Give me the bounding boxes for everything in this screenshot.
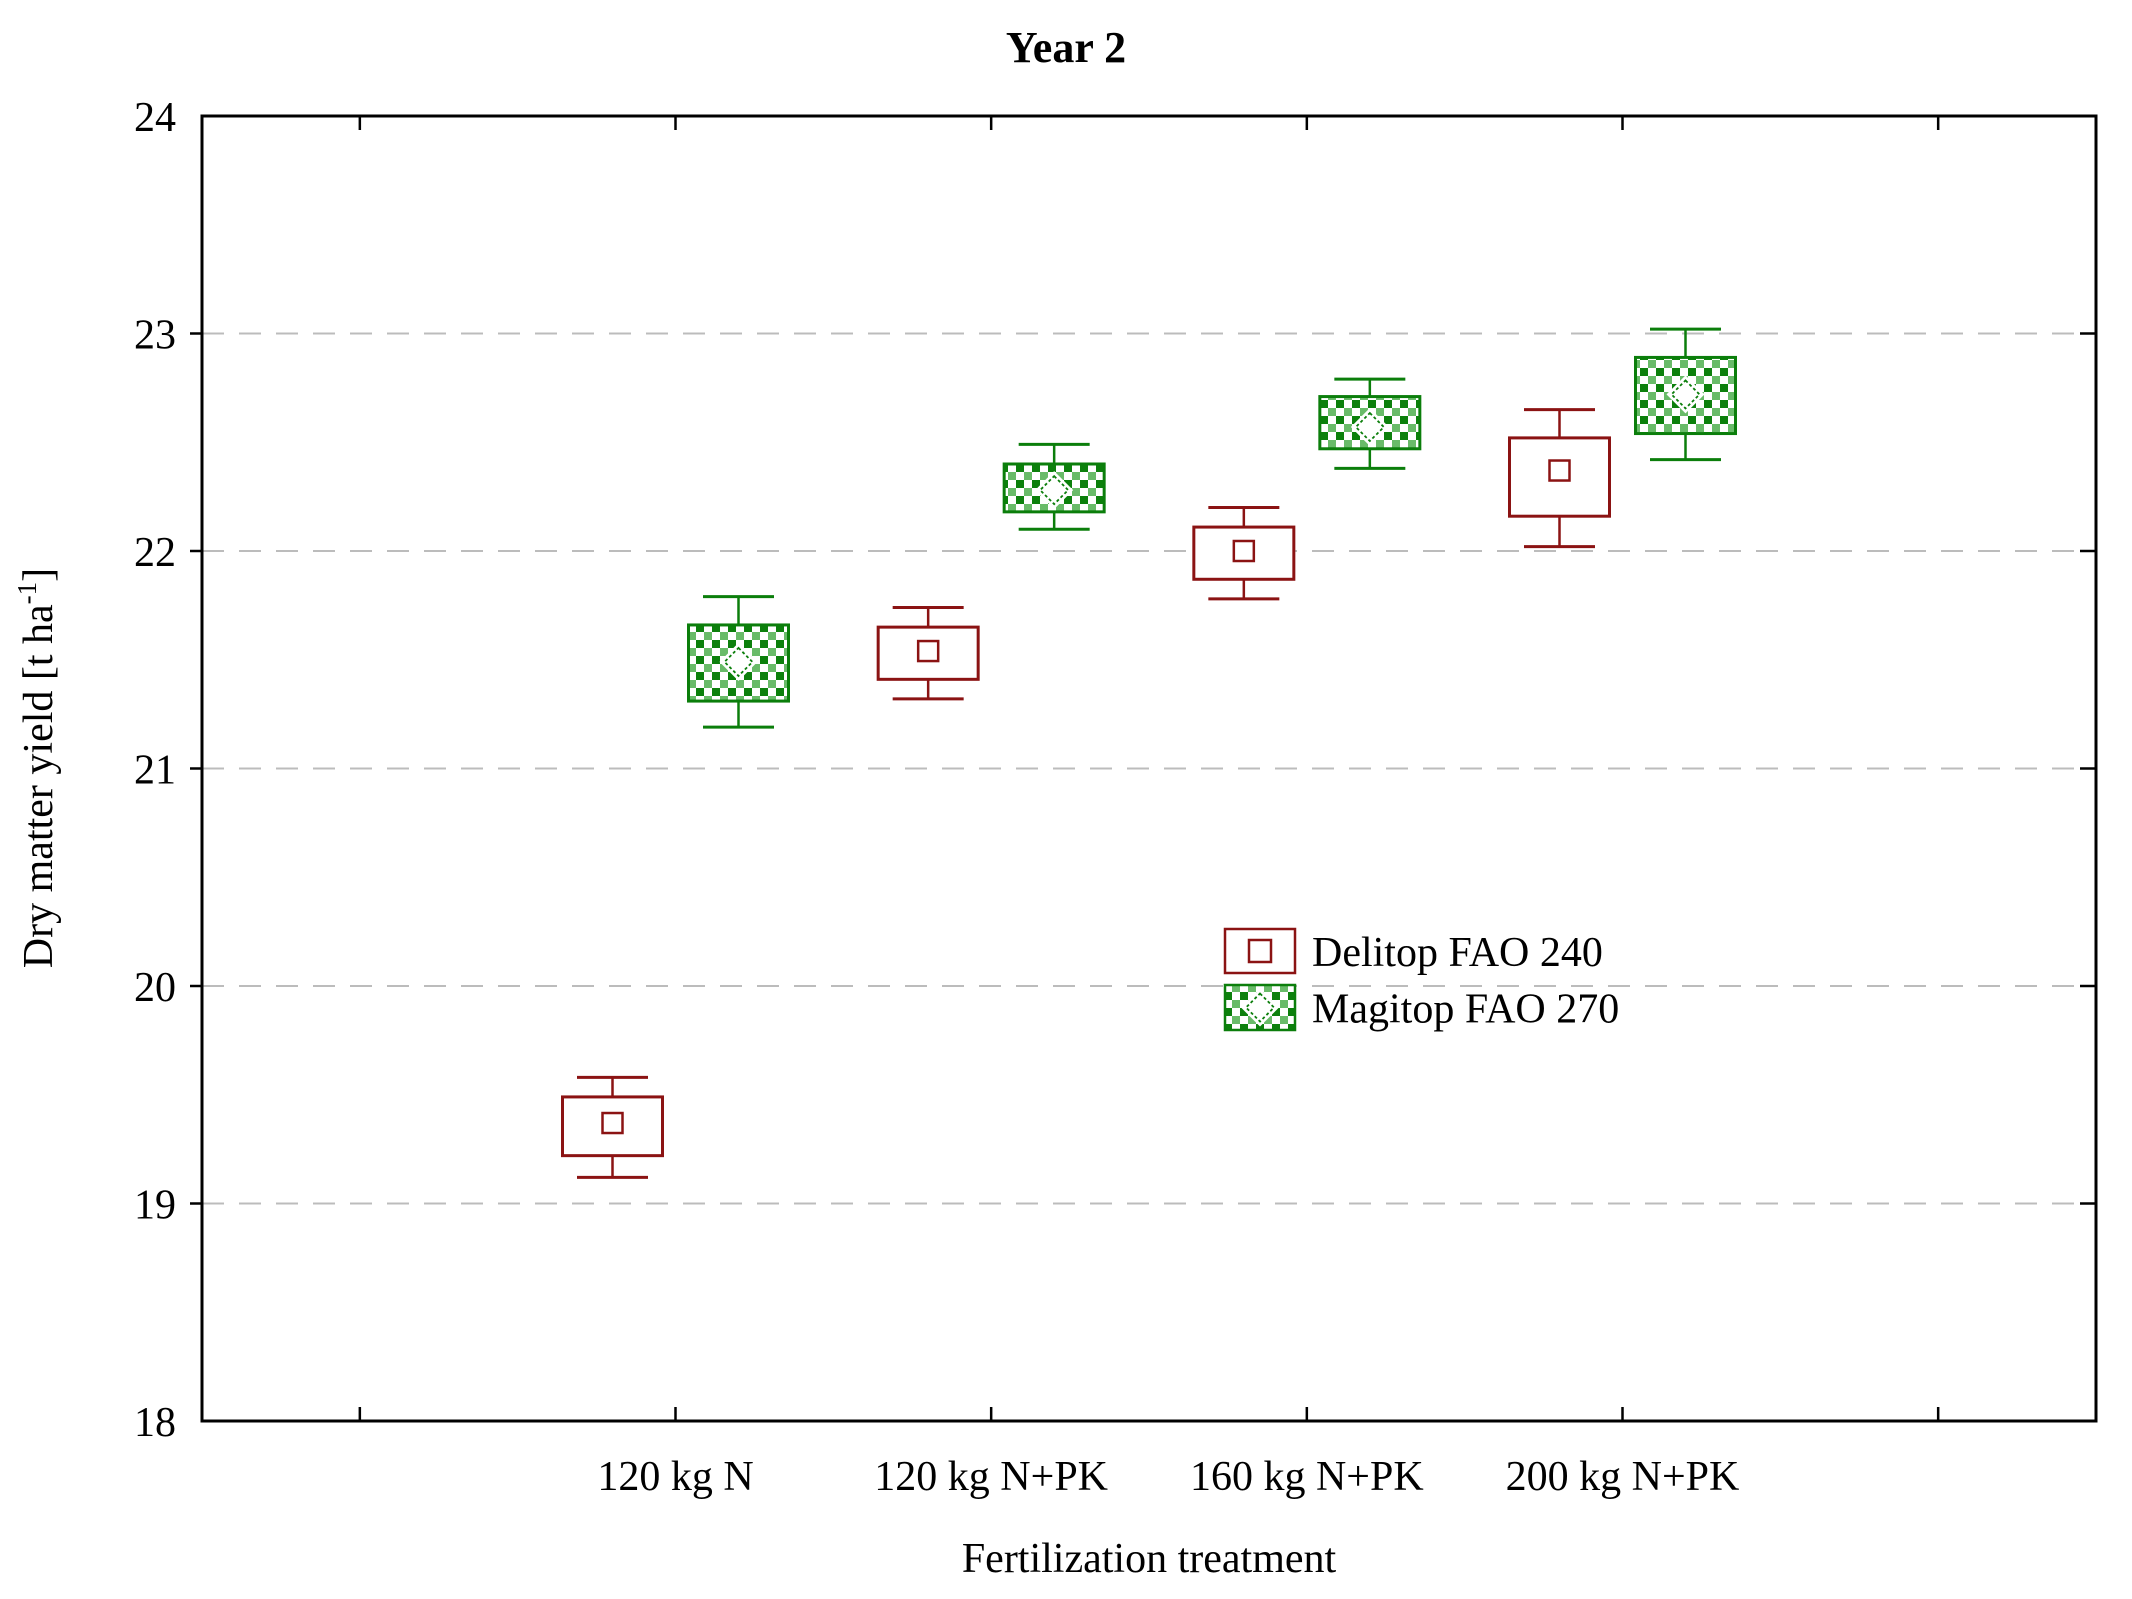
y-tick-label-20: 20 [134,965,176,1011]
box-magitop-3 [1318,377,1422,470]
x-tick-label-1: 120 kg N [597,1454,753,1500]
box-rect [1192,525,1296,581]
box-magitop-2 [1002,442,1106,531]
x-axis-title: Fertilization treatment [962,1536,1337,1582]
boxes-layer [561,327,1737,1179]
box-delitop-2 [876,606,980,701]
legend-item-2: Magitop FAO 270 [1223,983,1619,1033]
mean-marker-square [1232,539,1256,563]
y-tick-label-21: 21 [134,748,176,794]
mean-marker-diamond [1038,474,1070,506]
chart-title: Year 2 [1006,23,1126,72]
mean-marker-diamond [1670,379,1701,410]
mean-marker-diamond [723,646,754,678]
y-tick-label-18: 18 [134,1400,176,1446]
legend: Delitop FAO 240 Magitop FAO 270 [1223,927,1619,1033]
y-tick-label-24: 24 [134,95,176,141]
mean-marker-square [1548,459,1571,482]
mean-marker-diamond [1354,411,1386,443]
y-tick-label-23: 23 [134,313,176,359]
box-delitop-3 [1192,506,1296,601]
box-delitop-4 [1508,408,1611,549]
tick-labels-layer: 18 19 20 21 22 23 24 120 kg N 120 kg N+PK 160 kg … [134,95,1739,1500]
box-magitop-4 [1634,327,1737,462]
mean-marker-square [1247,938,1273,964]
gridlines-layer [202,332,2096,1205]
mean-marker-diamond [1244,992,1276,1023]
legend-label: Magitop FAO 270 [1312,987,1619,1033]
x-tick-label-4: 200 kg N+PK [1506,1454,1740,1500]
y-axis-title: Dry matter yield [t ha-1] [12,568,62,968]
box-delitop-1 [561,1075,664,1179]
x-tick-label-2: 120 kg N+PK [874,1454,1108,1500]
mean-marker-square [601,1111,624,1135]
x-tick-label-3: 160 kg N+PK [1190,1454,1424,1500]
legend-item-1: Delitop FAO 240 [1223,927,1603,976]
legend-label: Delitop FAO 240 [1312,930,1603,976]
y-tick-label-19: 19 [134,1183,176,1229]
axes-layer [190,114,2098,1423]
box-magitop-1 [687,595,790,729]
mean-marker-square [916,639,940,663]
y-tick-label-22: 22 [134,530,176,576]
